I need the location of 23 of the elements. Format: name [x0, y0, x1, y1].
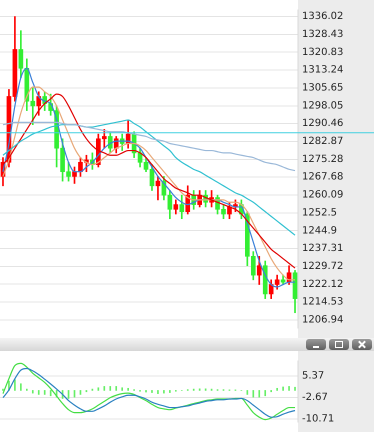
line-series — [2, 122, 296, 172]
y-tick-label: 1305.65 — [302, 82, 344, 94]
y-tick-label: 1328.43 — [302, 28, 344, 40]
y-tick-label: 5.37 — [302, 370, 324, 382]
y-tick-label: 1260.09 — [302, 190, 344, 201]
line-series — [2, 119, 296, 236]
y-tick-label: 1214.53 — [302, 296, 344, 308]
y-tick-label: 1237.31 — [302, 243, 344, 254]
y-tick-label: 1275.28 — [302, 154, 344, 165]
y-tick-label: 1336.02 — [302, 11, 344, 22]
y-tick-label: 1282.87 — [302, 136, 344, 148]
y-tick-label: -2.67 — [302, 392, 328, 404]
y-tick-label: 1290.46 — [302, 118, 344, 130]
y-tick-label: 1229.72 — [302, 260, 344, 272]
y-tick-label: 1244.9 — [302, 225, 337, 236]
y-tick-label: 1298.05 — [302, 100, 344, 112]
y-tick-label: 1252.5 — [302, 207, 337, 218]
y-tick-label: 1313.24 — [302, 64, 344, 76]
y-tick-label: -10.71 — [302, 414, 334, 425]
y-tick-label: 1206.94 — [302, 314, 344, 326]
y-tick-label: 1267.68 — [302, 172, 344, 183]
y-tick-label: 1222.12 — [302, 278, 344, 290]
y-tick-label: 1320.83 — [302, 46, 344, 58]
